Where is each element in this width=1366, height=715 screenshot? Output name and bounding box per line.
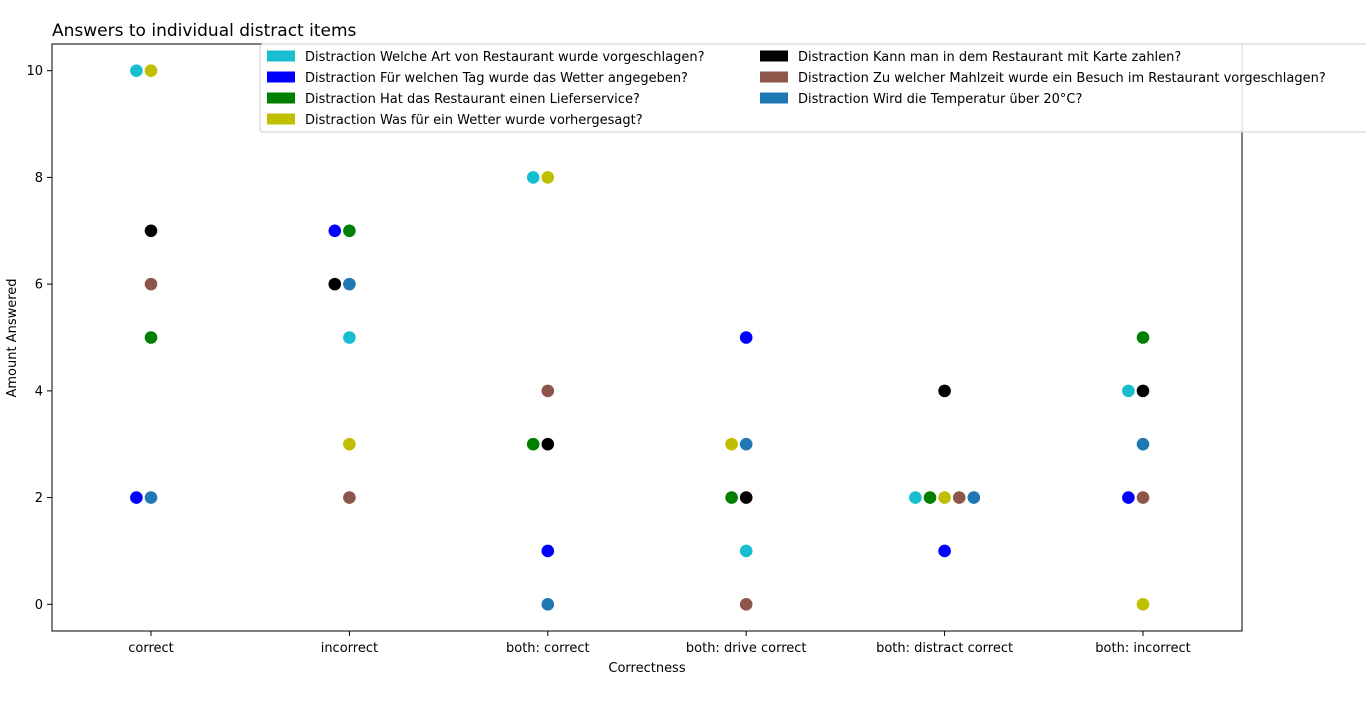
x-tick-label: incorrect <box>321 641 378 656</box>
legend-entry-label: Distraction Für welchen Tag wurde das We… <box>305 71 688 86</box>
data-point <box>144 277 158 291</box>
data-point <box>541 598 555 611</box>
legend-entry-label: Distraction Kann man in dem Restaurant m… <box>798 50 1181 65</box>
data-point <box>526 437 540 451</box>
data-point <box>343 224 356 238</box>
data-point <box>725 437 738 451</box>
data-point <box>967 491 981 504</box>
data-point <box>343 277 356 291</box>
x-axis-label: Correctness <box>608 661 685 676</box>
data-point <box>1136 491 1150 504</box>
data-point <box>739 544 753 558</box>
y-tick-label: 0 <box>35 598 43 613</box>
legend-swatch <box>760 71 788 83</box>
data-point <box>130 491 143 504</box>
legend-entry-label: Distraction Zu welcher Mahlzeit wurde ei… <box>798 71 1326 86</box>
data-point <box>144 491 158 504</box>
data-point <box>725 491 738 504</box>
data-point <box>1136 331 1150 344</box>
x-tick-label: both: distract correct <box>876 641 1013 656</box>
x-tick-label: both: correct <box>506 641 590 656</box>
data-point <box>526 171 540 184</box>
data-point <box>938 384 951 398</box>
legend-entry-label: Distraction Wird die Temperatur über 20°… <box>798 92 1082 107</box>
data-point <box>739 491 753 504</box>
legend-swatch <box>267 92 295 104</box>
x-axis: correct incorrect both: correct both: drive… <box>128 631 1191 656</box>
x-tick-label: both: drive correct <box>686 641 807 656</box>
y-tick-label: 2 <box>35 491 43 506</box>
data-point <box>541 544 555 558</box>
data-point <box>909 491 922 504</box>
y-axis-label: Amount Answered <box>5 278 20 397</box>
data-point <box>1136 384 1150 398</box>
y-tick-label: 6 <box>35 278 43 293</box>
data-point <box>739 598 753 611</box>
data-point <box>541 171 555 184</box>
legend-box <box>259 43 1366 133</box>
legend-swatch <box>267 113 295 125</box>
data-point <box>541 437 555 451</box>
data-point <box>1136 437 1150 451</box>
data-point <box>739 437 753 451</box>
legend-entry-label: Distraction Was für ein Wetter wurde vor… <box>305 113 643 128</box>
data-point <box>938 491 951 504</box>
data-point <box>328 224 342 238</box>
data-point <box>343 331 356 344</box>
data-point <box>1136 598 1150 611</box>
data-point <box>541 384 555 398</box>
data-point <box>144 64 158 77</box>
plot-area <box>130 64 1150 611</box>
data-point <box>343 491 356 504</box>
data-point <box>130 64 143 77</box>
legend-swatch <box>760 92 788 104</box>
data-point <box>739 331 753 344</box>
chart-title: Answers to individual distract items <box>52 21 357 41</box>
legend-entry-label: Distraction Welche Art von Restaurant wu… <box>305 50 705 65</box>
x-tick-label: correct <box>128 641 174 656</box>
data-point <box>328 277 342 291</box>
legend-swatch <box>267 50 295 62</box>
data-point <box>1122 384 1135 398</box>
data-point <box>343 437 356 451</box>
data-point <box>952 491 966 504</box>
x-tick-label: both: incorrect <box>1095 641 1190 656</box>
y-tick-label: 8 <box>35 171 43 186</box>
legend: Distraction Welche Art von Restaurant wu… <box>259 43 1366 133</box>
y-tick-label: 4 <box>35 384 43 399</box>
data-point <box>144 331 158 344</box>
y-tick-label: 10 <box>26 64 43 79</box>
legend-swatch <box>267 71 295 83</box>
data-point <box>923 491 937 504</box>
legend-swatch <box>760 50 788 62</box>
y-axis: 0 2 4 6 8 10 <box>26 64 52 613</box>
legend-entry-label: Distraction Hat das Restaurant einen Lie… <box>305 92 640 107</box>
data-point <box>144 224 158 238</box>
data-point <box>1122 491 1135 504</box>
data-point <box>938 544 951 558</box>
